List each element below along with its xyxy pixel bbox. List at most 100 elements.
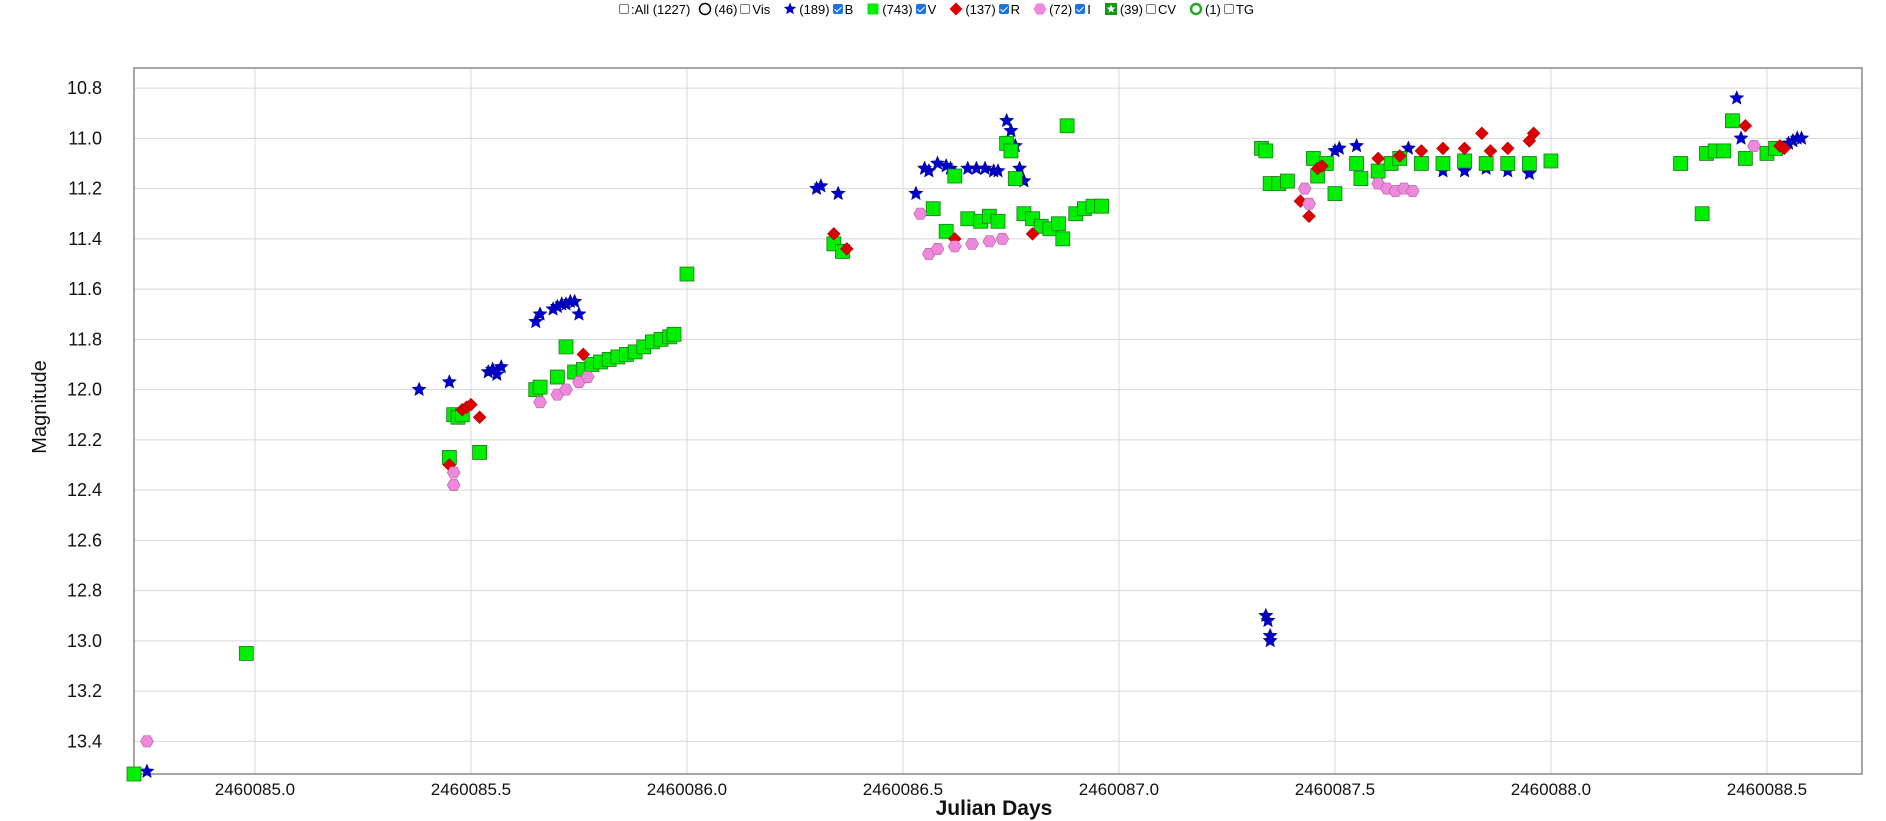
data-point-v xyxy=(1521,156,1537,171)
data-point-b xyxy=(571,306,587,321)
data-point-b xyxy=(1729,90,1745,105)
legend-band-label: B xyxy=(844,1,854,17)
legend-item-cv: (39) CV xyxy=(1104,2,1185,17)
data-point-b xyxy=(1521,165,1537,181)
data-point-r xyxy=(464,397,478,412)
x-tick-label: 2460085.0 xyxy=(215,780,295,799)
data-point-b xyxy=(411,381,427,397)
band-checkbox-cv[interactable] xyxy=(1145,4,1156,14)
data-point-r xyxy=(1526,126,1541,141)
data-point-i xyxy=(965,237,979,250)
grid xyxy=(134,68,1862,774)
data-point-i xyxy=(559,383,573,396)
data-point-v xyxy=(1007,171,1023,186)
data-point-b xyxy=(999,112,1015,128)
data-point-v xyxy=(938,223,954,239)
data-point-v xyxy=(947,168,963,184)
data-point-b xyxy=(977,160,993,175)
data-point-b xyxy=(1348,137,1365,153)
data-point-v xyxy=(1051,216,1066,232)
data-point-v xyxy=(1349,156,1364,171)
y-tick-label: 11.6 xyxy=(68,279,102,299)
legend-groups: (46) Vis (189) B (743) V (137) R (72) I (39) CV (1) T… xyxy=(698,2,1267,17)
data-point-v xyxy=(1543,153,1559,169)
data-point-v xyxy=(238,646,254,661)
data-point-v xyxy=(126,766,142,782)
data-point-b xyxy=(567,293,583,309)
data-point-v xyxy=(1003,143,1019,159)
data-point-r xyxy=(839,242,854,256)
data-point-i xyxy=(1302,197,1316,210)
band-checkbox-vis[interactable] xyxy=(740,4,751,14)
legend-item-r: (137) R xyxy=(949,2,1029,17)
y-tick-label: 11.8 xyxy=(68,329,102,349)
legend-item-b: (189) B xyxy=(783,2,862,17)
data-point-v xyxy=(1370,163,1386,179)
data-point-b xyxy=(1733,130,1749,145)
data-point-i xyxy=(580,371,595,383)
data-point-r xyxy=(1483,144,1498,158)
data-point-b xyxy=(528,313,544,329)
data-point-i xyxy=(947,240,962,253)
data-point-v xyxy=(1500,156,1516,171)
data-point-r xyxy=(1315,159,1329,173)
legend-count: (743) xyxy=(882,1,913,17)
data-point-r xyxy=(1738,118,1753,133)
data-point-b xyxy=(908,185,924,201)
legend-bar: :All (1227) (46) Vis (189) B (743) V (137) R (72… xyxy=(0,0,1886,18)
band-checkbox-tg[interactable] xyxy=(1223,4,1234,14)
x-tick-label: 2460086.0 xyxy=(647,780,727,799)
band-checkbox-r[interactable] xyxy=(998,4,1009,14)
y-tick-label: 12.8 xyxy=(67,581,102,601)
legend-band-label: V xyxy=(927,1,937,17)
band-checkbox-v[interactable] xyxy=(915,4,926,14)
data-point-r xyxy=(1474,126,1489,141)
data-point-b xyxy=(532,306,548,321)
data-point-r xyxy=(1436,141,1450,156)
data-point-v xyxy=(1353,171,1369,186)
series-r xyxy=(442,118,1792,472)
data-point-b xyxy=(1262,632,1278,648)
data-point-b xyxy=(1003,122,1019,138)
data-point-v xyxy=(1327,186,1343,202)
legend-band-label: TG xyxy=(1235,1,1254,17)
square-asterisk-icon xyxy=(1104,2,1118,16)
x-tick-label: 2460085.5 xyxy=(431,780,511,799)
open-ring-icon xyxy=(1189,2,1203,16)
data-point-b xyxy=(1260,612,1276,628)
data-point-b xyxy=(441,374,457,389)
data-point-r xyxy=(1025,226,1040,241)
y-tick-label: 12.2 xyxy=(67,430,102,450)
x-tick-label: 2460088.0 xyxy=(1511,780,1591,799)
data-point-v xyxy=(1094,198,1110,214)
data-point-r xyxy=(1500,141,1515,156)
data-point-b xyxy=(489,366,505,382)
data-point-i xyxy=(533,396,547,409)
data-point-r xyxy=(1777,141,1792,156)
data-point-b xyxy=(929,155,946,170)
band-checkbox-b[interactable] xyxy=(832,4,843,14)
data-point-i xyxy=(913,207,928,220)
data-point-v xyxy=(1413,156,1429,171)
y-tick-label: 13.4 xyxy=(67,731,102,751)
data-point-b xyxy=(1793,130,1810,145)
legend-band-label: CV xyxy=(1157,1,1176,17)
data-point-v xyxy=(1435,156,1451,171)
data-point-v xyxy=(679,266,695,282)
plot-frame xyxy=(133,67,1863,775)
all-checkbox[interactable] xyxy=(619,4,630,14)
data-point-r xyxy=(472,410,487,425)
data-point-v xyxy=(1694,206,1710,222)
legend-all[interactable]: :All (1227) xyxy=(619,2,694,17)
band-checkbox-i[interactable] xyxy=(1075,4,1086,14)
y-tick-label: 12.4 xyxy=(67,480,102,500)
open-circle-icon xyxy=(698,2,712,16)
data-point-r xyxy=(1302,209,1316,224)
x-tick-label: 2460086.5 xyxy=(863,780,943,799)
data-point-b xyxy=(1456,162,1473,178)
data-point-v xyxy=(1457,153,1472,169)
star-icon xyxy=(783,2,797,16)
data-point-i xyxy=(982,235,997,248)
y-tick-label: 10.8 xyxy=(67,78,102,98)
